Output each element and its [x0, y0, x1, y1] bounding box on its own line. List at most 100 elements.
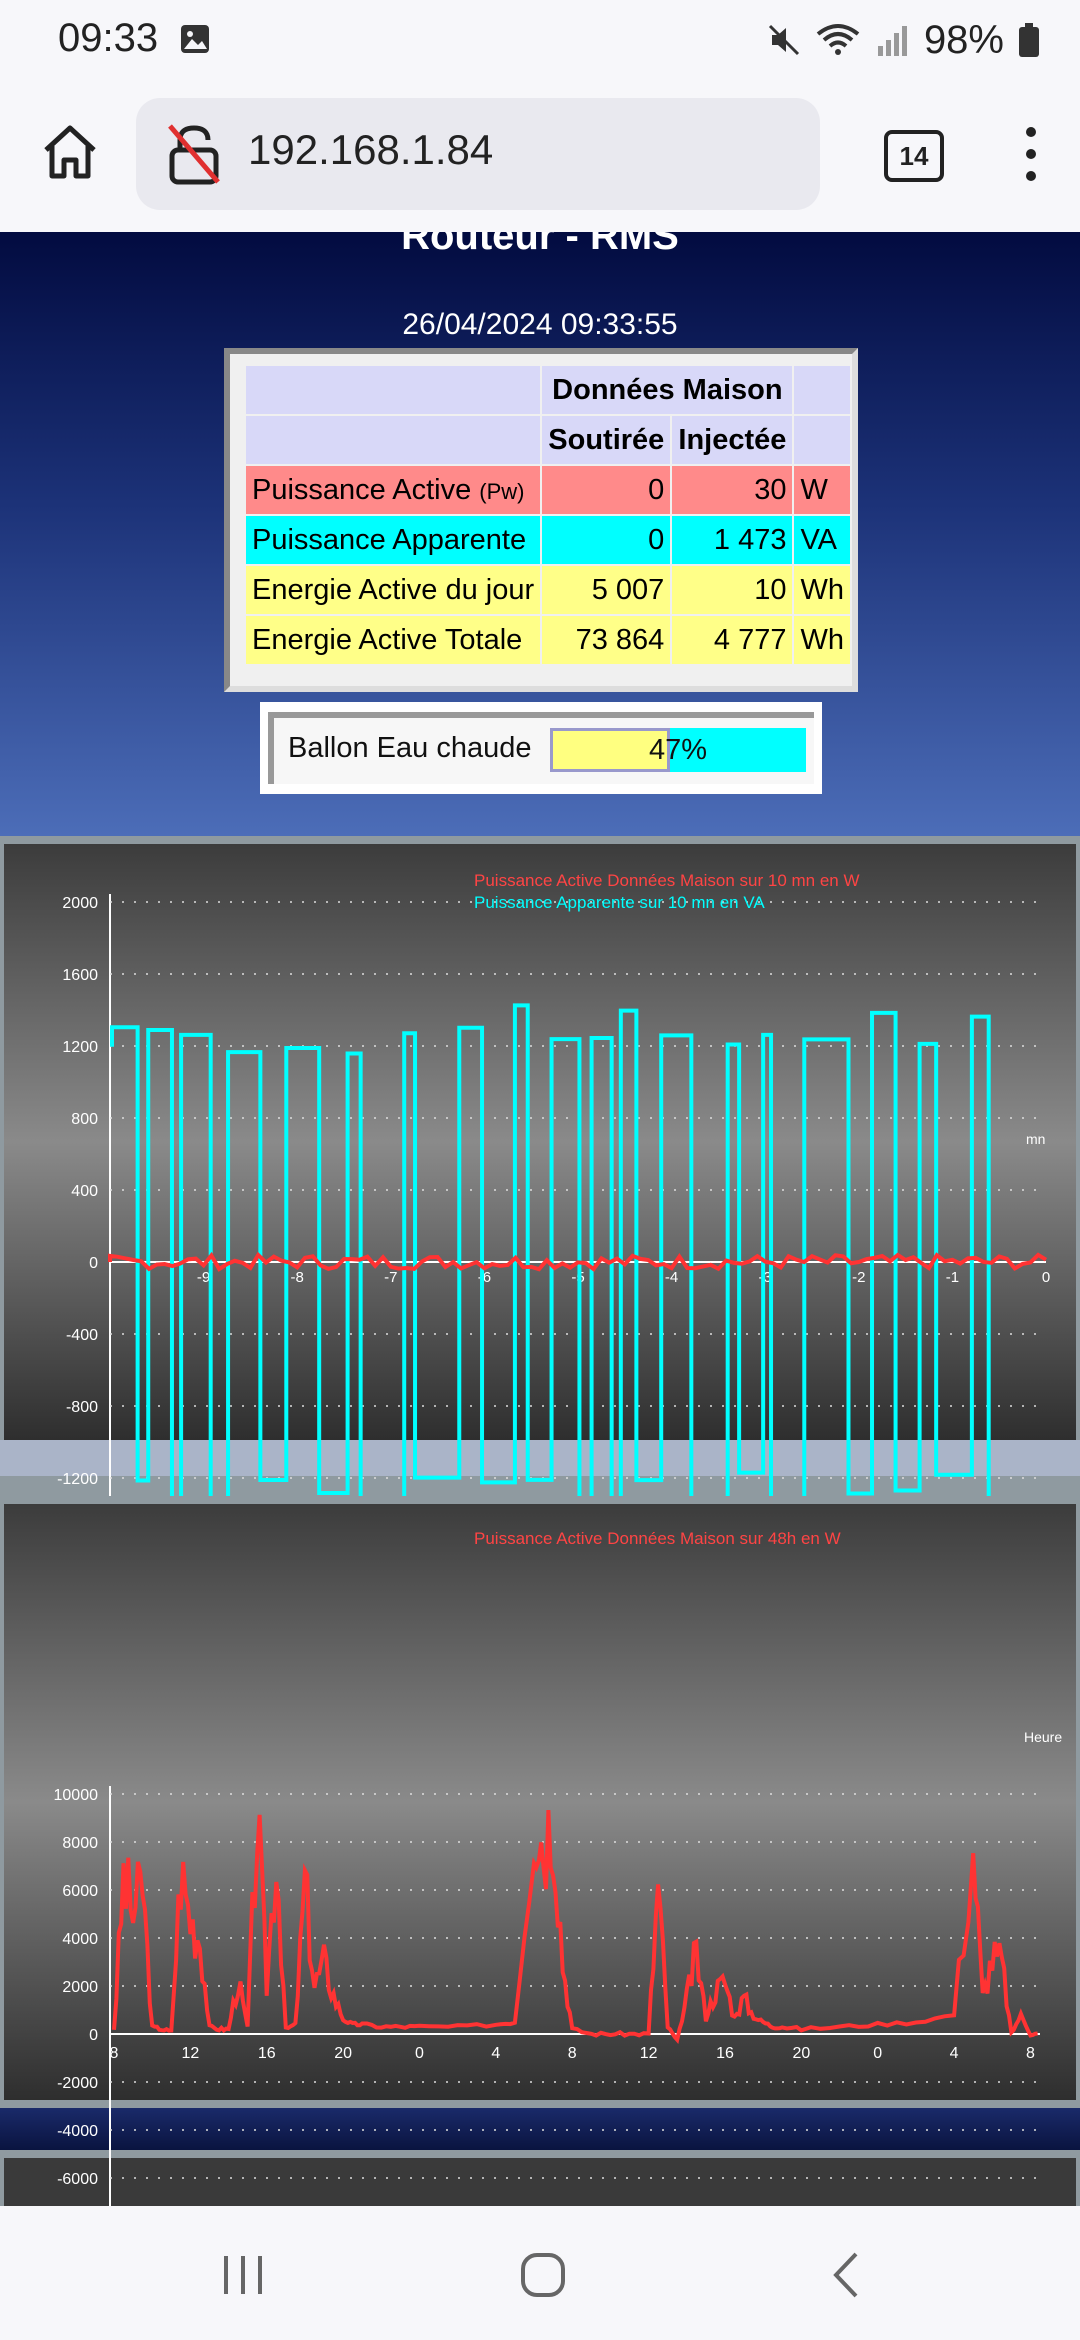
y-tick-label: 2000: [62, 895, 98, 912]
row-soutiree: 73 864: [542, 616, 671, 664]
x-tick-label: 8: [110, 2045, 119, 2062]
x-tick-label: -7: [384, 1269, 397, 1286]
row-label: Energie Active Totale: [246, 616, 541, 664]
row-unit: W: [794, 466, 850, 514]
ballon-label: Ballon Eau chaude: [288, 732, 532, 764]
row-unit: VA: [794, 516, 850, 564]
image-notification-icon: [181, 25, 209, 53]
header-section: Routeur - RMS 26/04/2024 09:33:55 Donnée…: [0, 232, 1080, 836]
status-icons: 98%: [766, 16, 1040, 64]
x-unit-label: Heure: [1024, 1729, 1062, 1745]
row-injectee: 30: [672, 466, 793, 514]
row-soutiree: 0: [542, 516, 671, 564]
x-tick-label: 0: [1042, 1269, 1050, 1286]
series-active-48h-line: [112, 1810, 1038, 2044]
table-row: Energie Active Totale 73 864 4 777 Wh: [246, 616, 850, 664]
row-injectee: 1 473: [672, 516, 793, 564]
y-tick-label: -4000: [57, 2123, 98, 2140]
ballon-panel: Ballon Eau chaude 47%: [260, 702, 822, 794]
table-row: Puissance Apparente 0 1 473 VA: [246, 516, 850, 564]
ballon-percent: 47%: [648, 734, 708, 766]
x-tick-label: -1: [946, 1269, 959, 1286]
more-menu-icon[interactable]: [1024, 124, 1038, 184]
x-tick-label: -6: [478, 1269, 491, 1286]
x-tick-label: 4: [950, 2045, 959, 2062]
y-tick-label: 0: [89, 1255, 98, 1272]
row-label: Puissance Active: [252, 473, 472, 506]
y-tick-label: 6000: [62, 1883, 98, 1900]
chart-background: [4, 1504, 1076, 2100]
y-tick-label: 800: [71, 1111, 98, 1128]
x-tick-label: -8: [291, 1269, 304, 1286]
y-tick-label: 400: [71, 1183, 98, 1200]
browser-toolbar: 192.168.1.84 14: [0, 80, 1080, 232]
page-title: Routeur - RMS: [401, 232, 679, 258]
table-row: Energie Active du jour 5 007 10 Wh: [246, 566, 850, 614]
home-nav-icon[interactable]: [518, 2250, 568, 2300]
y-tick-label: 1200: [62, 1039, 98, 1056]
row-injectee: 4 777: [672, 616, 793, 664]
y-tick-label: -400: [66, 1327, 98, 1344]
x-tick-label: 12: [640, 2045, 658, 2062]
x-tick-label: 8: [568, 2045, 577, 2062]
x-tick-label: 16: [258, 2045, 276, 2062]
group-header: Données Maison: [542, 366, 793, 414]
tab-count-button[interactable]: 14: [884, 130, 944, 182]
x-tick-label: 12: [181, 2045, 199, 2062]
chart-48h: 1000080006000400020000-2000-4000-6000-80…: [0, 1496, 1080, 2206]
status-time: 09:33: [58, 16, 159, 60]
y-tick-label: -2000: [57, 2075, 98, 2092]
y-tick-label: 8000: [62, 1835, 98, 1852]
x-tick-label: 4: [491, 2045, 500, 2062]
x-tick-label: 20: [334, 2045, 352, 2062]
y-tick-label: 10000: [54, 1787, 99, 1804]
x-tick-label: 16: [716, 2045, 734, 2062]
y-tick-label: -800: [66, 1399, 98, 1416]
page-datetime: 26/04/2024 09:33:55: [402, 308, 678, 341]
battery-icon: [1019, 23, 1039, 57]
col-soutiree: Soutirée: [542, 416, 671, 464]
y-tick-label: 2000: [62, 1979, 98, 1996]
url-text[interactable]: 192.168.1.84: [248, 126, 494, 173]
y-tick-label: 1600: [62, 967, 98, 984]
wifi-icon: [816, 24, 860, 55]
x-tick-label: 20: [792, 2045, 810, 2062]
x-tick-label: 0: [415, 2045, 424, 2062]
web-page: Routeur - RMS 26/04/2024 09:33:55 Donnée…: [0, 232, 1080, 2206]
row-label-suffix: (Pw): [479, 478, 525, 504]
chart-48h-panel: 1000080006000400020000-2000-4000-6000-80…: [0, 1496, 1080, 2206]
home-icon[interactable]: [40, 122, 100, 182]
ballon-progress-bar: 47%: [550, 728, 806, 772]
data-table: Données Maison Soutirée Injectée Puissan…: [244, 364, 852, 666]
legend-active: Puissance Active Données Maison sur 10 m…: [474, 871, 860, 890]
back-nav-icon[interactable]: [826, 2250, 866, 2300]
x-tick-label: -9: [197, 1269, 210, 1286]
y-tick-label: 0: [89, 2027, 98, 2044]
signal-icon: [877, 26, 907, 56]
ballon-progress-fill: [550, 728, 671, 772]
battery-percent: 98%: [923, 17, 1004, 62]
legend-apparente: Puissance Apparente sur 10 mn en VA: [474, 893, 765, 912]
table-row: Puissance Active (Pw) 0 30 W: [246, 466, 850, 514]
col-injectee: Injectée: [672, 416, 793, 464]
series-active-line: [108, 1251, 1048, 1272]
status-bar: 09:33 98%: [0, 0, 1080, 80]
x-tick-label: 0: [873, 2045, 882, 2062]
row-soutiree: 0: [542, 466, 671, 514]
y-tick-label: 4000: [62, 1931, 98, 1948]
legend-active-48h: Puissance Active Données Maison sur 48h …: [474, 1529, 841, 1548]
x-tick-label: 8: [1026, 2045, 1035, 2062]
chart-background: [4, 844, 1076, 1440]
row-soutiree: 5 007: [542, 566, 671, 614]
row-unit: Wh: [794, 616, 850, 664]
row-label: Energie Active du jour: [246, 566, 541, 614]
recent-apps-icon[interactable]: [218, 2250, 268, 2300]
y-tick-label: -1200: [57, 1471, 98, 1488]
insecure-lock-icon[interactable]: [166, 122, 222, 186]
y-tick-label: -6000: [57, 2171, 98, 2188]
row-injectee: 10: [672, 566, 793, 614]
data-table-frame: Données Maison Soutirée Injectée Puissan…: [224, 348, 858, 692]
mute-icon: [768, 24, 799, 56]
x-tick-label: -4: [665, 1269, 678, 1286]
address-bar[interactable]: 192.168.1.84: [136, 98, 820, 210]
